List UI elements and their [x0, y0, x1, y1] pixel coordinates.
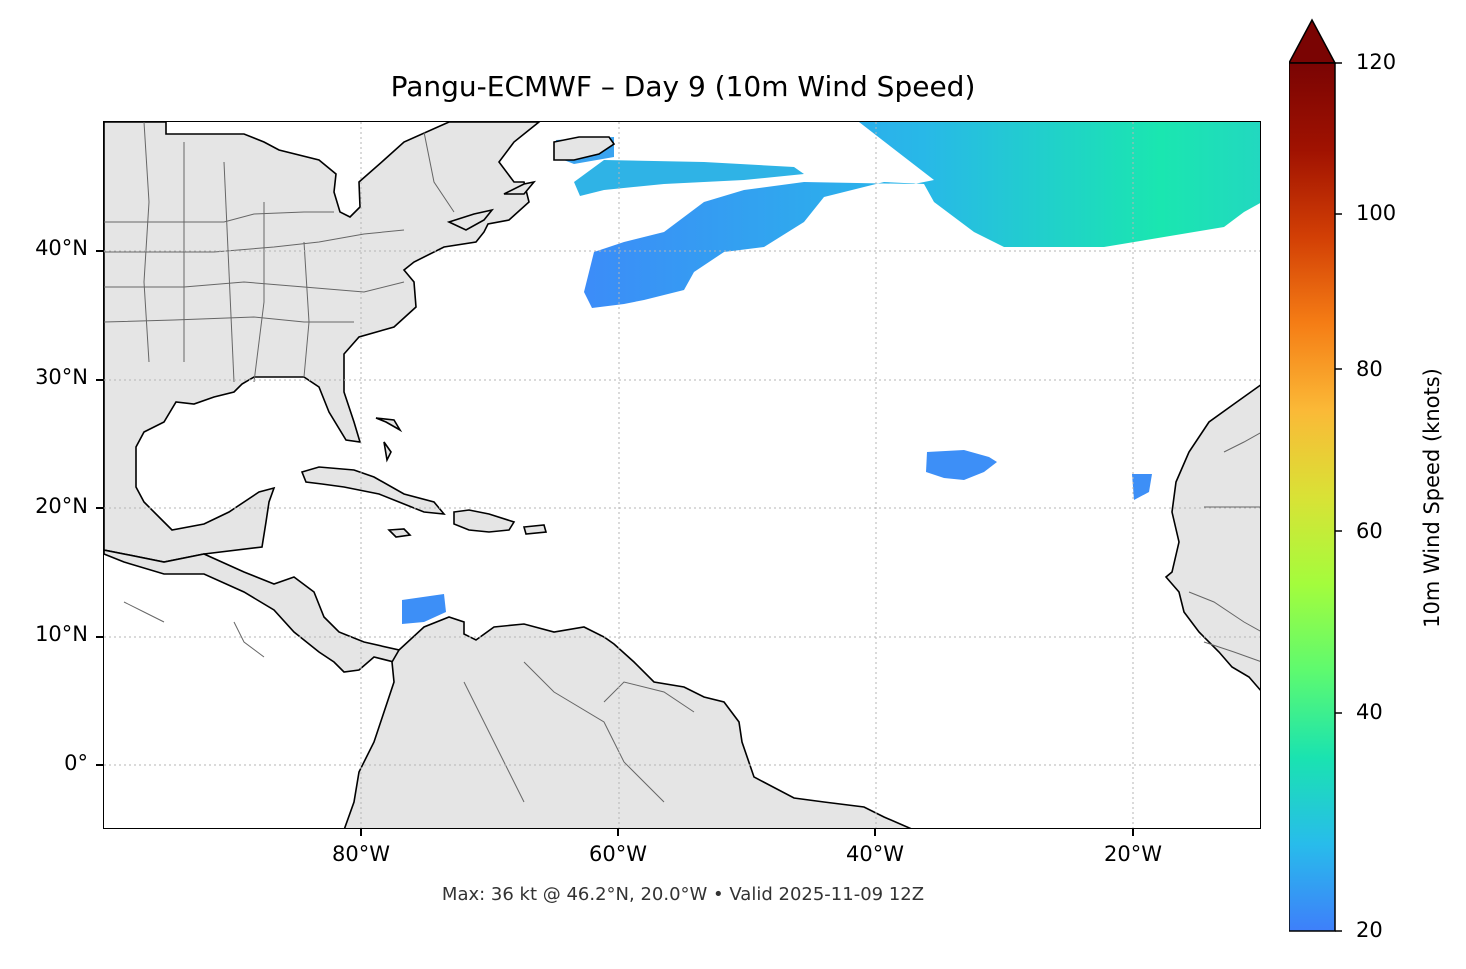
colorbar-tick-80: 80 — [1356, 357, 1383, 381]
lat-label-10n: 10°N — [35, 622, 88, 646]
newfoundland-land — [553, 136, 616, 161]
lat-tick — [96, 250, 103, 252]
lon-tick — [617, 829, 619, 836]
wind-speed-field — [402, 122, 1260, 624]
map-panel[interactable] — [103, 121, 1261, 829]
colorbar-label: 10m Wind Speed (knots) — [1420, 368, 1444, 628]
gridlines — [104, 122, 1260, 828]
wind-patch-canary — [1132, 474, 1152, 500]
lon-label-60w: 60°W — [589, 842, 647, 866]
bahamas-land — [375, 417, 403, 433]
state-borders — [104, 122, 1260, 803]
lat-label-0: 0° — [64, 751, 88, 775]
lon-tick — [360, 829, 362, 836]
lon-label-20w: 20°W — [1104, 842, 1162, 866]
lon-tick — [1132, 829, 1134, 836]
lon-label-80w: 80°W — [332, 842, 390, 866]
map-canvas — [104, 122, 1260, 828]
map-title: Pangu-ECMWF – Day 9 (10m Wind Speed) — [390, 70, 976, 103]
south-america-land — [343, 616, 912, 828]
lon-tick — [874, 829, 876, 836]
colorbar-ticks — [1335, 62, 1342, 932]
nova-scotia-land — [446, 208, 495, 231]
colorbar — [1289, 18, 1342, 932]
colorbar-tick-40: 40 — [1356, 700, 1383, 724]
puerto-rico-land — [522, 524, 548, 535]
jamaica-land — [387, 528, 412, 538]
lat-tick — [96, 507, 103, 509]
north-america-land — [104, 122, 541, 563]
lat-tick — [96, 764, 103, 766]
lat-tick — [96, 379, 103, 381]
cuba-land — [300, 466, 446, 515]
map-footer-info: Max: 36 kt @ 46.2°N, 20.0°W • Valid 2025… — [441, 884, 925, 905]
wind-patch-caribbean — [402, 594, 446, 624]
lat-tick — [96, 636, 103, 638]
colorbar-tick-60: 60 — [1356, 519, 1383, 543]
wind-band-north-atlantic — [584, 122, 1260, 308]
colorbar-tick-100: 100 — [1356, 201, 1397, 225]
lat-label-30n: 30°N — [35, 365, 88, 389]
bahamas-land-2 — [383, 441, 392, 463]
lat-label-20n: 20°N — [35, 494, 88, 518]
hispaniola-land — [453, 509, 516, 533]
maritimes-land — [503, 180, 537, 195]
colorbar-tick-20: 20 — [1356, 918, 1383, 942]
wind-band-newfoundland — [574, 160, 804, 196]
lon-label-40w: 40°W — [846, 842, 904, 866]
central-america-land — [104, 549, 401, 673]
colorbar-gradient — [1289, 62, 1336, 932]
land — [104, 122, 1260, 828]
colorbar-tick-120: 120 — [1356, 50, 1397, 74]
lat-label-40n: 40°N — [35, 236, 88, 260]
wind-patch-azores — [926, 450, 997, 480]
africa-land — [1164, 384, 1260, 691]
colorbar-extend-arrow — [1289, 18, 1337, 64]
